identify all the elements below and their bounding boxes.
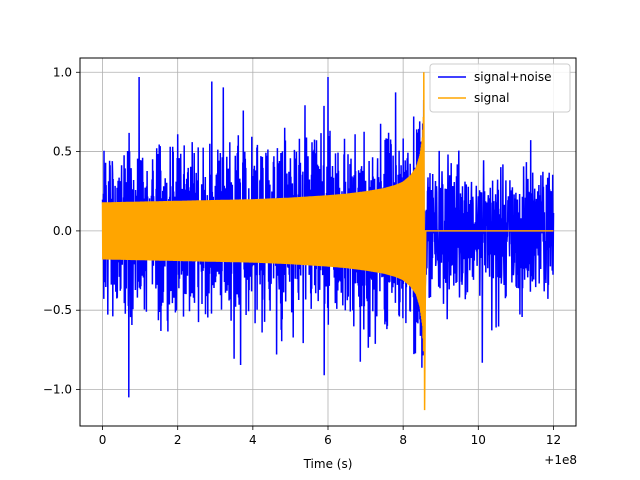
plot-area — [101, 72, 555, 411]
y-axis: −1.0 −0.5 0.0 0.5 1.0 — [43, 65, 80, 397]
legend-entry: signal+noise — [474, 70, 551, 84]
x-tick-label: 10 — [471, 433, 486, 447]
x-tick-label: 6 — [324, 433, 332, 447]
x-tick-label: 0 — [99, 433, 107, 447]
legend-box — [429, 63, 571, 113]
x-tick-label: 8 — [399, 433, 407, 447]
x-tick-label: 2 — [174, 433, 182, 447]
y-tick-label: 0.5 — [53, 145, 72, 159]
y-tick-label: 1.0 — [53, 65, 72, 79]
x-axis-label: Time (s) — [303, 457, 353, 471]
legend: signal+noise signal — [429, 63, 571, 113]
x-axis: 0 2 4 6 8 10 12 — [99, 426, 561, 447]
y-tick-label: −0.5 — [43, 303, 72, 317]
series-signal — [101, 72, 554, 411]
series-signal-noise — [101, 76, 555, 398]
x-tick-label: 4 — [249, 433, 257, 447]
x-tick-label: 12 — [546, 433, 561, 447]
legend-entry: signal — [474, 91, 510, 105]
y-tick-label: 0.0 — [53, 224, 72, 238]
x-axis-offset-label: +1e8 — [544, 453, 577, 467]
y-tick-label: −1.0 — [43, 383, 72, 397]
